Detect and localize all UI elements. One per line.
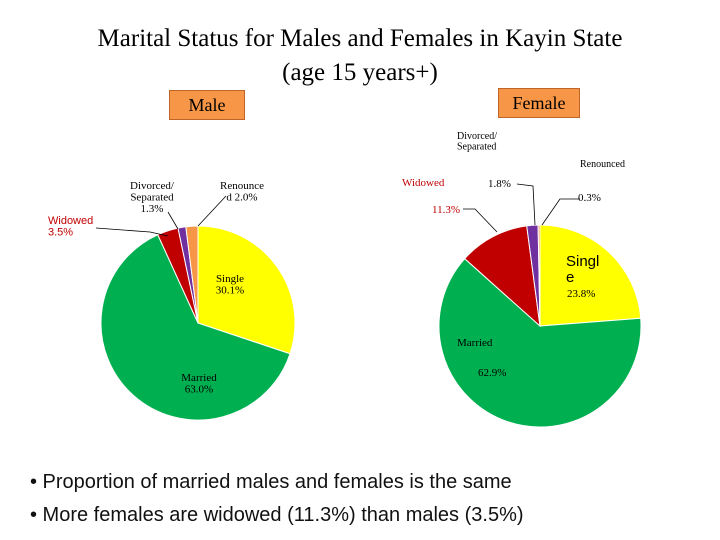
chart-title: Marital Status for Males and Females in … <box>0 22 720 90</box>
female-label: Female <box>498 88 580 118</box>
female-slice-widowed <box>464 225 541 328</box>
female-slice-label: 1.8% <box>488 178 511 190</box>
male-slice-married <box>100 234 291 421</box>
female-leader-line <box>463 208 498 233</box>
male-leader-line <box>197 195 227 227</box>
female-slice-label: 0.3% <box>578 192 601 204</box>
female-slice-label: 23.8% <box>567 288 595 300</box>
bullet-1: • Proportion of married males and female… <box>30 471 512 493</box>
female-slice-married <box>438 257 642 428</box>
title-line-1: Marital Status for Males and Females in … <box>97 25 623 52</box>
male-slice-label: Divorced/Separated 1.3% <box>130 180 175 215</box>
male-slice-label: Renounce d 2.0% <box>220 180 264 204</box>
female-slice-label: Married <box>457 337 493 349</box>
female-leader-line <box>516 183 536 226</box>
bullet-list: • Proportion of married males and female… <box>30 466 524 532</box>
female-slice-single <box>539 224 642 327</box>
male-slice-label: Widowed 3.5% <box>48 215 93 239</box>
male-slice-renounced <box>185 225 199 324</box>
female-slice-label: Widowed <box>402 177 445 189</box>
female-slice-label: 62.9% <box>478 367 506 379</box>
male-leader-line <box>167 211 179 230</box>
male-slice-label: Married 63.0% <box>181 372 217 396</box>
male-slice-label: Single 30.1% <box>216 273 244 297</box>
bullet-2: • More females are widowed (11.3%) than … <box>30 504 524 526</box>
female-slice-label: 11.3% <box>432 204 460 216</box>
female-slice-label: Renounced <box>580 159 625 170</box>
title-line-2: (age 15 years+) <box>282 59 438 86</box>
female-leader-line <box>541 198 580 226</box>
female-slice-renounced <box>537 224 541 327</box>
male-slice-single <box>197 225 296 355</box>
male-leader-line <box>95 227 169 237</box>
female-slice-label: Singl e <box>566 253 599 286</box>
male-label: Male <box>169 90 245 120</box>
female-slice-label: Divorced/Separated <box>457 131 497 153</box>
